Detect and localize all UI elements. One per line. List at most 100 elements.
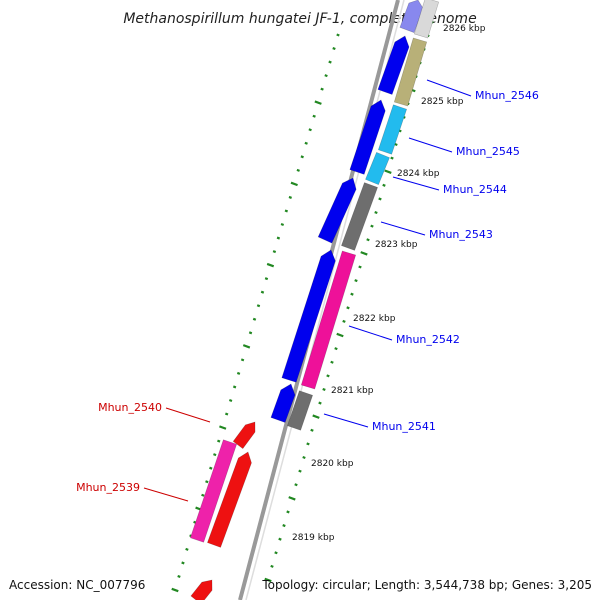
gene-arrow-blue[interactable]: [270, 383, 296, 423]
gene-label[interactable]: Mhun_2543: [429, 228, 493, 241]
inner-dotted-guide: [384, 169, 392, 174]
outer-dotted-guide: [336, 33, 340, 37]
outer-dotted-guide: [177, 574, 181, 578]
gene-label[interactable]: Mhun_2546: [475, 89, 539, 102]
tick-label: 2819 kbp: [292, 533, 335, 543]
inner-dotted-guide: [312, 414, 320, 419]
inner-dotted-guide: [274, 551, 278, 555]
outer-dotted-guide: [288, 195, 292, 199]
inner-dotted-guide: [286, 510, 290, 514]
gene-mhun-2540-arrow[interactable]: [207, 451, 252, 548]
inner-dotted-guide: [342, 319, 346, 323]
scale-ticks: 2826 kbp 2825 kbp 2824 kbp 2823 kbp 2822 kbp…: [292, 24, 486, 543]
inner-dotted-guide: [326, 374, 330, 378]
gene-leader-line: [426, 79, 472, 97]
outer-dotted-guide: [308, 128, 312, 132]
gene-mhun-2540-tip[interactable]: [232, 421, 256, 449]
tick-label: 2820 kbp: [311, 459, 354, 469]
outer-dotted-guide: [266, 262, 275, 268]
outer-dotted-guide: [181, 561, 185, 565]
gene-label[interactable]: Mhun_2542: [396, 333, 460, 346]
inner-dotted-guide: [288, 496, 296, 501]
gene-leader-line: [380, 221, 426, 236]
tick-label: 2823 kbp: [375, 240, 418, 250]
outer-dotted-guide: [224, 412, 229, 416]
gene-leader-line: [143, 487, 189, 502]
outer-dotted-guide: [320, 87, 324, 91]
outer-dotted-guide: [264, 277, 269, 281]
inner-dotted-guide: [264, 577, 272, 583]
gene-mhun-2545[interactable]: [377, 104, 408, 155]
gene-mhun-2539[interactable]: [189, 439, 238, 543]
inner-dotted-guide: [370, 224, 374, 228]
inner-dotted-guide: [390, 156, 394, 160]
gene-arrow-blue[interactable]: [281, 249, 336, 383]
inner-dotted-guide: [336, 332, 344, 338]
gene-mhun-2542[interactable]: [300, 250, 357, 390]
gene-label[interactable]: Mhun_2544: [443, 183, 507, 196]
inner-dotted-guide: [350, 292, 354, 296]
inner-dotted-guide: [278, 537, 282, 541]
outer-dotted-guide: [290, 181, 298, 187]
outer-dotted-guide: [205, 480, 209, 484]
gene-label[interactable]: Mhun_2545: [456, 145, 520, 158]
gene-mhun-2544[interactable]: [365, 151, 390, 186]
gene-label[interactable]: Mhun_2539: [76, 481, 140, 494]
inner-dotted-guide: [294, 483, 298, 487]
inner-dotted-guide: [374, 211, 378, 215]
inner-dotted-guide: [358, 265, 362, 269]
inner-dotted-guide: [310, 428, 314, 432]
gene-leader-line: [348, 325, 393, 341]
gene-leader-line: [408, 137, 453, 153]
gene-arrow-blue[interactable]: [317, 177, 357, 244]
outer-dotted-guide: [185, 547, 189, 551]
outer-dotted-guide: [314, 100, 322, 105]
gene-label[interactable]: Mhun_2540: [98, 401, 162, 414]
backbone-highlight: [245, 0, 405, 600]
dotted-guides: [171, 20, 434, 593]
gene-labels: Mhun_2546 Mhun_2545 Mhun_2544 Mhun_2543 Mhun…: [76, 79, 539, 502]
outer-dotted-guide: [272, 250, 277, 254]
gene-mhun-2541[interactable]: [286, 390, 313, 431]
inner-dotted-guide: [270, 564, 274, 568]
topology-text: Topology: circular; Length: 3,544,738 bp…: [262, 578, 592, 592]
accession-text: Accession: NC_007796: [9, 578, 146, 592]
inner-dotted-guide: [282, 524, 286, 528]
outer-dotted-guide: [252, 317, 257, 321]
outer-dotted-guide: [280, 222, 285, 227]
gene-leader-line: [392, 176, 440, 191]
inner-dotted-guide: [360, 251, 368, 256]
inner-dotted-guide: [330, 360, 334, 364]
gene-label[interactable]: Mhun_2541: [372, 420, 436, 433]
tick-label: 2822 kbp: [353, 314, 396, 324]
outer-dotted-guide: [171, 587, 179, 593]
map-title: Methanospirillum hungatei JF-1, complete…: [123, 11, 476, 27]
outer-dotted-guide: [240, 358, 245, 362]
inner-dotted-guide: [378, 197, 382, 201]
gene-mhun-2546[interactable]: [393, 37, 428, 107]
tick-label: 2825 kbp: [421, 97, 464, 107]
gene-arrow-blue[interactable]: [349, 99, 386, 175]
outer-dotted-guide: [219, 425, 227, 430]
outer-dotted-guide: [242, 344, 251, 349]
outer-dotted-guide: [260, 290, 265, 294]
outer-dotted-guide: [228, 398, 233, 403]
gene-bottom-partial[interactable]: [190, 579, 213, 600]
outer-dotted-guide: [296, 168, 300, 172]
outer-dotted-guide: [248, 331, 253, 335]
gene-arrow-blue[interactable]: [377, 35, 410, 95]
tick-label: 2824 kbp: [397, 169, 440, 179]
inner-dotted-guide: [366, 238, 370, 242]
gene-features: [189, 0, 440, 600]
inner-dotted-guide: [382, 183, 386, 187]
inner-dotted-guide: [306, 442, 310, 446]
inner-dotted-guide: [318, 401, 322, 405]
tick-label: 2821 kbp: [331, 386, 374, 396]
outer-dotted-guide: [256, 304, 261, 308]
gene-mhun-2543[interactable]: [341, 182, 378, 251]
outer-dotted-guide: [236, 371, 241, 375]
outer-dotted-guide: [324, 74, 328, 78]
outer-dotted-guide: [300, 155, 304, 159]
gene-top-partial[interactable]: [413, 0, 440, 39]
outer-dotted-guide: [232, 385, 237, 389]
